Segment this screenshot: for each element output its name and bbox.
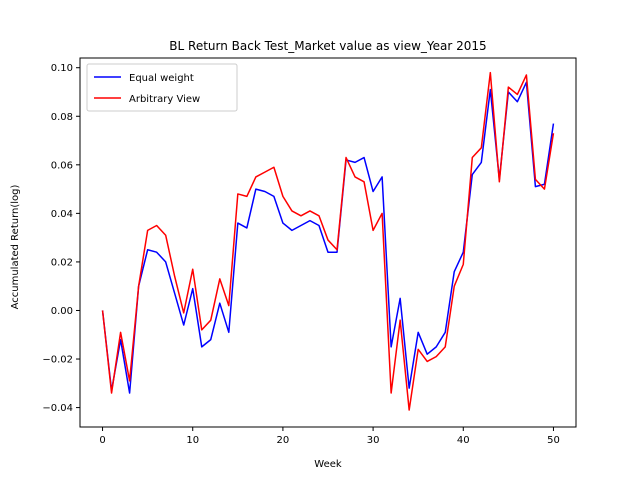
series-line-equal-weight bbox=[101, 81, 555, 394]
plot-area-frame bbox=[79, 57, 577, 428]
series-layer bbox=[101, 71, 555, 411]
y-tick-label: 0.02 bbox=[51, 257, 73, 268]
y-tick-label: 0.00 bbox=[51, 306, 73, 317]
y-tick-label: 0.04 bbox=[51, 209, 73, 220]
y-tick-label: 0.08 bbox=[51, 112, 73, 123]
y-tick-label: 0.10 bbox=[51, 63, 73, 74]
y-axis-title: Accumulated Return(log) bbox=[10, 185, 21, 310]
y-tick-label: −0.04 bbox=[42, 403, 73, 414]
x-tick-label: 40 bbox=[457, 435, 470, 446]
x-axis: 0 10 20 30 40 50 bbox=[99, 427, 560, 446]
legend-label: Equal weight bbox=[129, 73, 194, 84]
y-axis: −0.04 −0.02 0.00 0.02 0.04 0.06 0.08 0.10 bbox=[42, 63, 80, 414]
y-tick-label: −0.02 bbox=[42, 355, 73, 366]
x-tick-label: 10 bbox=[186, 435, 199, 446]
x-axis-title: Week bbox=[314, 459, 342, 470]
x-tick-label: 50 bbox=[547, 435, 560, 446]
legend-box bbox=[86, 63, 238, 112]
x-tick-label: 0 bbox=[99, 435, 105, 446]
series-line-arbitrary-view bbox=[101, 71, 555, 411]
legend-label: Arbitrary View bbox=[129, 94, 200, 105]
x-tick-label: 30 bbox=[367, 435, 380, 446]
chart-title: BL Return Back Test_Market value as view… bbox=[169, 39, 486, 53]
x-tick-label: 20 bbox=[277, 435, 290, 446]
y-tick-label: 0.06 bbox=[51, 160, 73, 171]
legend: Equal weight Arbitrary View bbox=[86, 63, 238, 112]
